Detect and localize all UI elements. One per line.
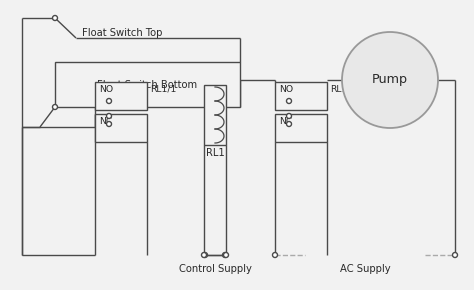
- Circle shape: [107, 99, 111, 104]
- Circle shape: [286, 99, 292, 104]
- FancyBboxPatch shape: [55, 62, 240, 107]
- Text: NO: NO: [279, 84, 293, 93]
- Circle shape: [224, 253, 228, 258]
- Text: Float Switch Bottom: Float Switch Bottom: [98, 79, 198, 90]
- Text: Pump: Pump: [372, 73, 408, 86]
- Circle shape: [107, 113, 111, 119]
- Text: NC: NC: [99, 117, 112, 126]
- FancyBboxPatch shape: [204, 85, 226, 145]
- Text: AC Supply: AC Supply: [340, 264, 390, 274]
- Circle shape: [202, 253, 208, 258]
- FancyBboxPatch shape: [95, 82, 147, 110]
- Text: Float Switch Top: Float Switch Top: [82, 28, 163, 38]
- Text: NO: NO: [99, 84, 113, 93]
- Circle shape: [222, 253, 228, 258]
- Circle shape: [273, 253, 277, 258]
- Text: RL1/1: RL1/1: [150, 84, 176, 93]
- Circle shape: [453, 253, 457, 258]
- Text: Control Supply: Control Supply: [179, 264, 251, 274]
- Text: RL1/2: RL1/2: [330, 84, 356, 93]
- Circle shape: [286, 113, 292, 119]
- FancyBboxPatch shape: [275, 82, 327, 110]
- Circle shape: [342, 32, 438, 128]
- FancyBboxPatch shape: [95, 114, 147, 142]
- FancyBboxPatch shape: [275, 114, 327, 142]
- Text: NC: NC: [279, 117, 292, 126]
- Circle shape: [53, 15, 57, 21]
- Circle shape: [286, 122, 292, 126]
- Text: RL1: RL1: [206, 148, 224, 158]
- Circle shape: [107, 122, 111, 126]
- Circle shape: [201, 253, 207, 258]
- Circle shape: [53, 104, 57, 110]
